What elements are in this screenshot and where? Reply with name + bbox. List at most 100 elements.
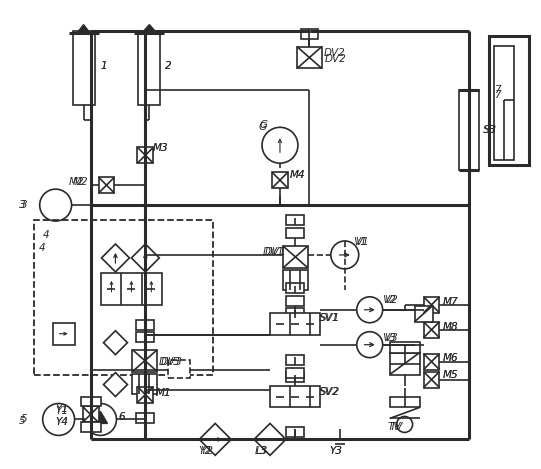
Circle shape (331, 241, 359, 269)
Bar (168, 360, 190, 378)
Bar (286, 308, 304, 318)
Text: SV1: SV1 (319, 313, 339, 323)
Bar (424, 371, 439, 387)
Text: M1: M1 (155, 387, 171, 398)
Text: V1: V1 (355, 237, 368, 247)
Polygon shape (102, 244, 129, 272)
Text: M6: M6 (443, 353, 458, 363)
Text: M4: M4 (290, 170, 306, 180)
Text: SV2: SV2 (320, 386, 340, 396)
Bar (286, 355, 304, 364)
Bar (133, 374, 157, 393)
Bar (286, 427, 304, 438)
Bar (286, 368, 304, 378)
Text: 1: 1 (101, 61, 107, 70)
Polygon shape (103, 372, 128, 396)
Bar (459, 91, 479, 170)
Bar (81, 423, 101, 432)
Bar (137, 147, 153, 163)
Bar (297, 46, 322, 68)
Text: Y4: Y4 (56, 417, 69, 427)
Bar (424, 354, 439, 370)
Bar (390, 353, 420, 375)
Bar (136, 414, 154, 424)
Bar (270, 313, 320, 335)
Polygon shape (131, 244, 160, 272)
Polygon shape (254, 424, 286, 455)
Bar (286, 283, 304, 293)
Polygon shape (141, 25, 157, 34)
Text: Y4: Y4 (56, 417, 69, 427)
Bar (283, 246, 308, 268)
Bar (286, 371, 304, 382)
Text: 1: 1 (101, 61, 107, 70)
Text: 2: 2 (166, 61, 172, 70)
Text: M8: M8 (443, 322, 458, 332)
Text: M5: M5 (443, 370, 458, 379)
Circle shape (43, 403, 75, 435)
Text: TV: TV (390, 423, 403, 432)
Text: 5: 5 (19, 416, 25, 426)
Polygon shape (199, 424, 231, 455)
Bar (490, 36, 529, 165)
Bar (272, 172, 288, 188)
Text: 4: 4 (39, 243, 45, 253)
Bar (83, 407, 98, 423)
Text: 7: 7 (494, 85, 501, 95)
Text: V3: V3 (382, 333, 397, 343)
Polygon shape (77, 25, 90, 34)
Text: Y2: Y2 (200, 446, 213, 456)
Bar (390, 396, 420, 408)
Bar (494, 45, 514, 160)
Text: V1: V1 (353, 237, 366, 247)
Circle shape (262, 127, 298, 163)
Text: L3: L3 (256, 446, 268, 456)
Text: 2: 2 (166, 61, 172, 70)
Text: 6: 6 (118, 412, 125, 423)
Bar (301, 29, 318, 38)
Bar (283, 270, 308, 290)
Circle shape (357, 297, 382, 323)
Text: DV2: DV2 (324, 47, 346, 58)
Text: DV2: DV2 (325, 53, 347, 63)
Bar (424, 297, 439, 313)
Bar (286, 296, 304, 306)
Text: M3: M3 (153, 143, 168, 153)
Text: 7: 7 (494, 91, 501, 100)
Text: DV1: DV1 (265, 247, 287, 257)
Text: V2: V2 (385, 295, 398, 305)
Polygon shape (94, 411, 108, 424)
Text: 3: 3 (19, 200, 25, 210)
Bar (98, 177, 115, 193)
Bar (137, 386, 153, 402)
Text: DV3: DV3 (159, 356, 180, 367)
Circle shape (357, 332, 382, 358)
Text: 3: 3 (21, 200, 28, 210)
Text: M6: M6 (443, 353, 458, 363)
Bar (72, 30, 95, 106)
Bar (424, 322, 439, 338)
Text: DV1: DV1 (263, 247, 285, 257)
Bar (101, 273, 162, 305)
Circle shape (39, 189, 71, 221)
Text: M4: M4 (290, 170, 306, 180)
Text: G: G (260, 121, 268, 130)
Text: M5: M5 (443, 370, 458, 379)
Text: S3: S3 (484, 125, 498, 136)
Polygon shape (103, 331, 128, 355)
Text: 5: 5 (21, 415, 28, 424)
Text: DV3: DV3 (160, 356, 182, 367)
Text: M1: M1 (155, 387, 171, 398)
Text: Y1: Y1 (56, 407, 69, 416)
Bar (414, 306, 432, 322)
Text: 6: 6 (118, 412, 125, 423)
Text: M7: M7 (443, 297, 458, 307)
Text: M2: M2 (72, 177, 88, 187)
Text: Y1: Y1 (56, 404, 69, 415)
Text: M8: M8 (443, 322, 458, 332)
Text: SV1: SV1 (320, 313, 340, 323)
Circle shape (84, 403, 116, 435)
Text: 4: 4 (43, 230, 49, 240)
Bar (286, 215, 304, 225)
Bar (81, 396, 101, 407)
